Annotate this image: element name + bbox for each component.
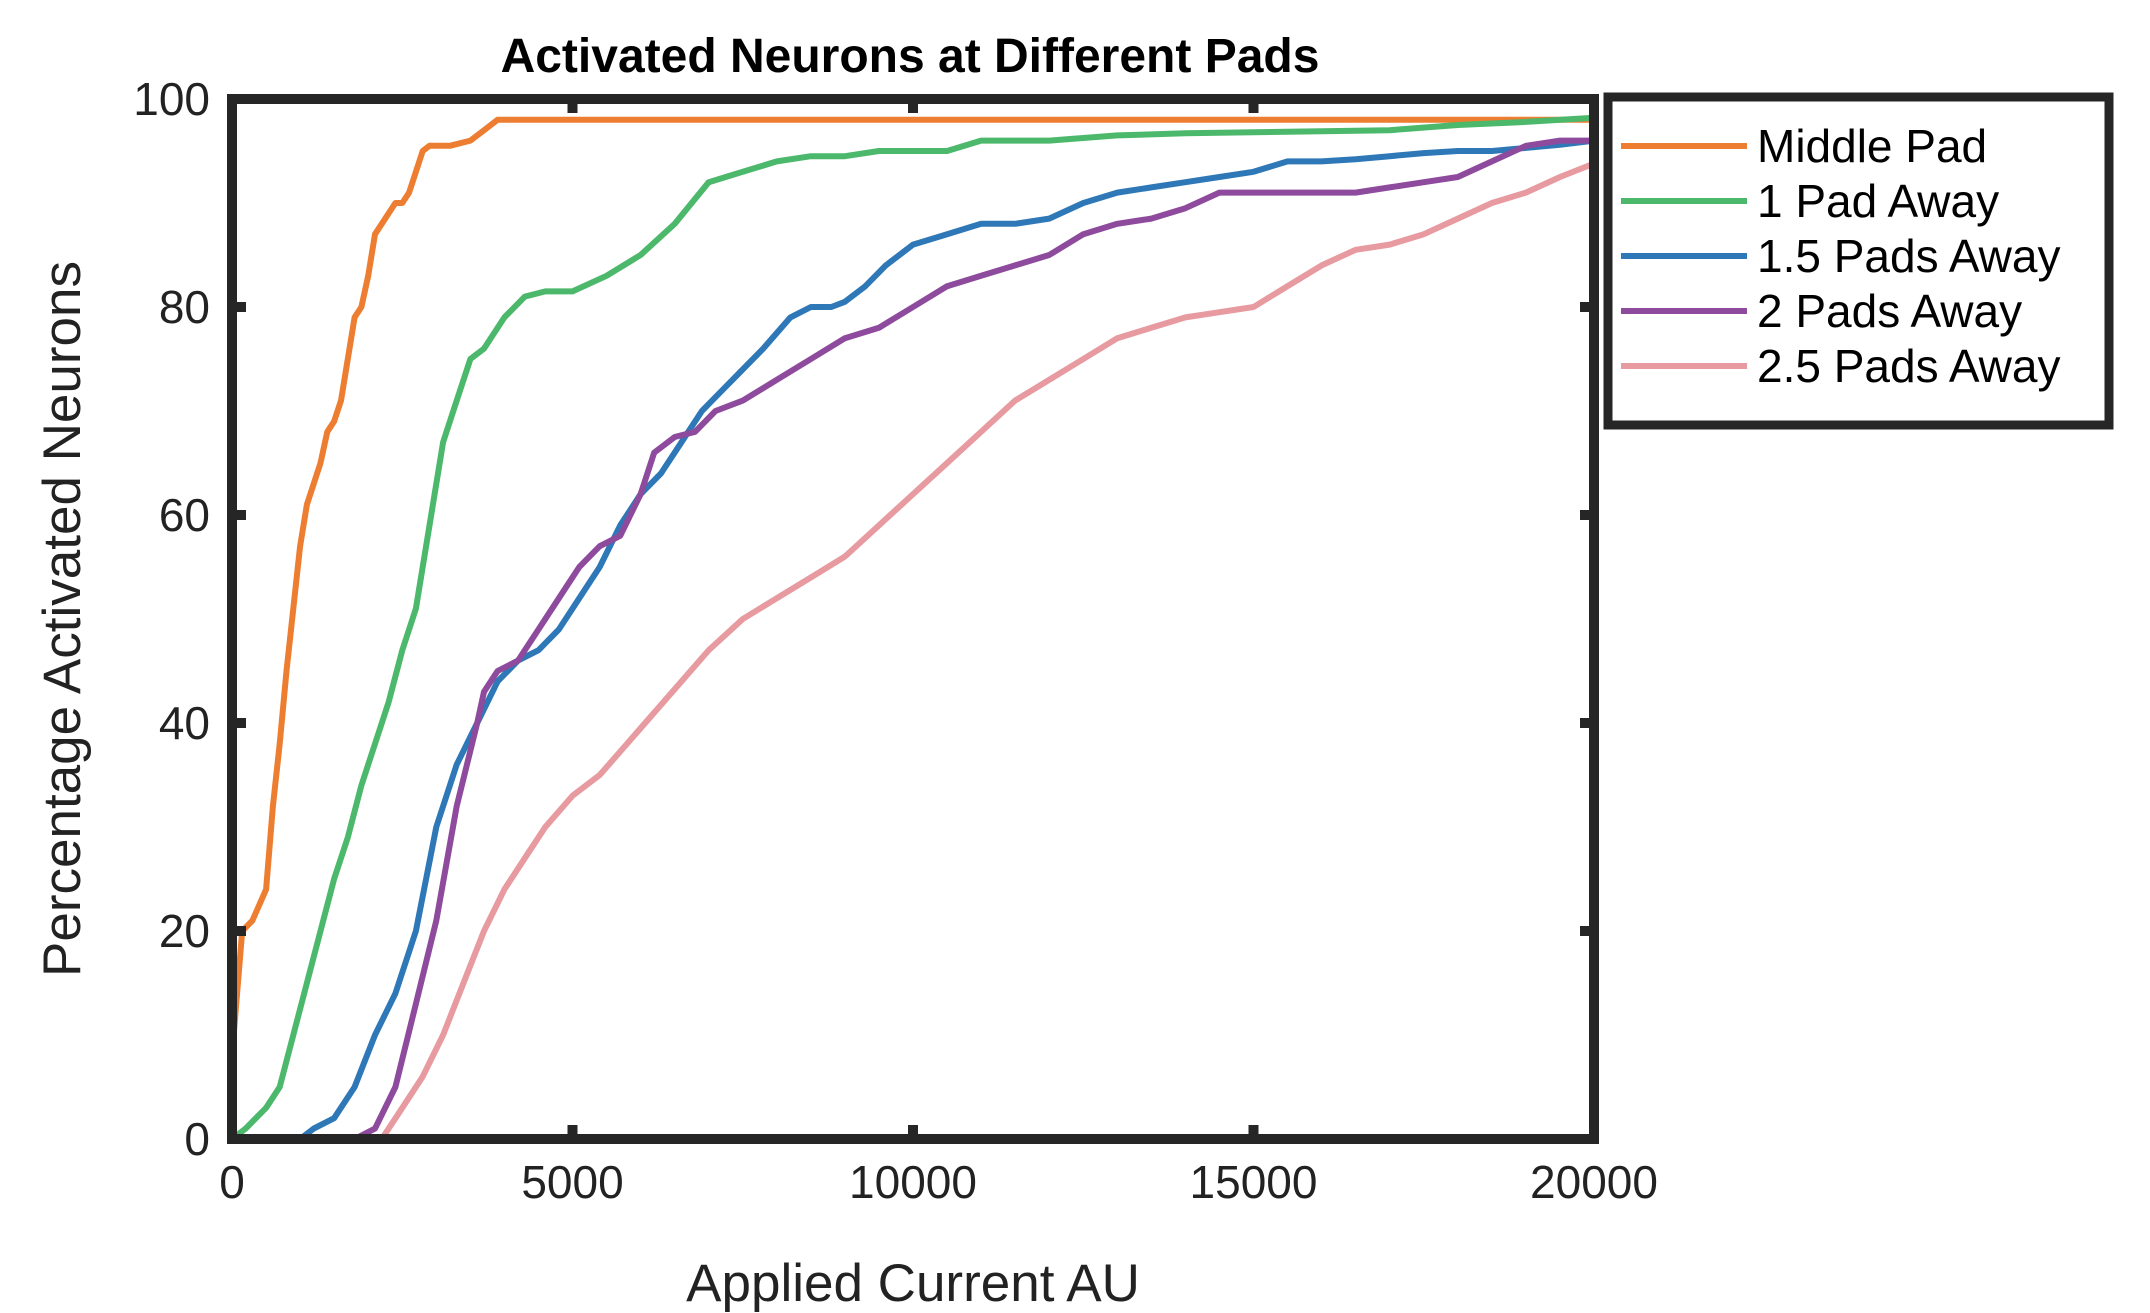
legend-label-1: Middle Pad	[1757, 120, 1987, 172]
y-tick-label: 0	[184, 1113, 210, 1165]
x-tick-label: 20000	[1530, 1156, 1658, 1208]
chart-title: Activated Neurons at Different Pads	[501, 30, 1320, 83]
y-tick-label: 80	[159, 281, 210, 333]
ticks-layer: 0 5000 10000 15000 20000 0 20 40 60 80 100	[133, 73, 1658, 1208]
y-axis-label: Percentage Activated Neurons	[33, 261, 92, 977]
legend-label-3: 1.5 Pads Away	[1757, 230, 2060, 282]
y-tick-label: 40	[159, 697, 210, 749]
series-line-2	[229, 114, 1597, 1142]
plot-frame	[227, 94, 1599, 1144]
legend-label-2: 1 Pad Away	[1757, 175, 1999, 227]
x-tick-label: 10000	[849, 1156, 977, 1208]
x-tick-label: 0	[219, 1156, 245, 1208]
series-line-4	[229, 137, 1597, 1142]
x-tick-label: 15000	[1190, 1156, 1318, 1208]
legend-label-5: 2.5 Pads Away	[1757, 340, 2060, 392]
x-axis-label: Applied Current AU	[686, 1254, 1140, 1313]
series-layer	[229, 114, 1597, 1142]
x-tick-label: 5000	[521, 1156, 623, 1208]
y-tick-label: 60	[159, 489, 210, 541]
legend-box	[1603, 92, 2114, 430]
series-line-5	[229, 160, 1597, 1142]
series-line-3	[229, 137, 1597, 1142]
y-tick-label: 100	[133, 73, 210, 125]
legend-label-4: 2 Pads Away	[1757, 285, 2022, 337]
y-tick-label: 20	[159, 905, 210, 957]
series-line-1	[229, 116, 1597, 1059]
